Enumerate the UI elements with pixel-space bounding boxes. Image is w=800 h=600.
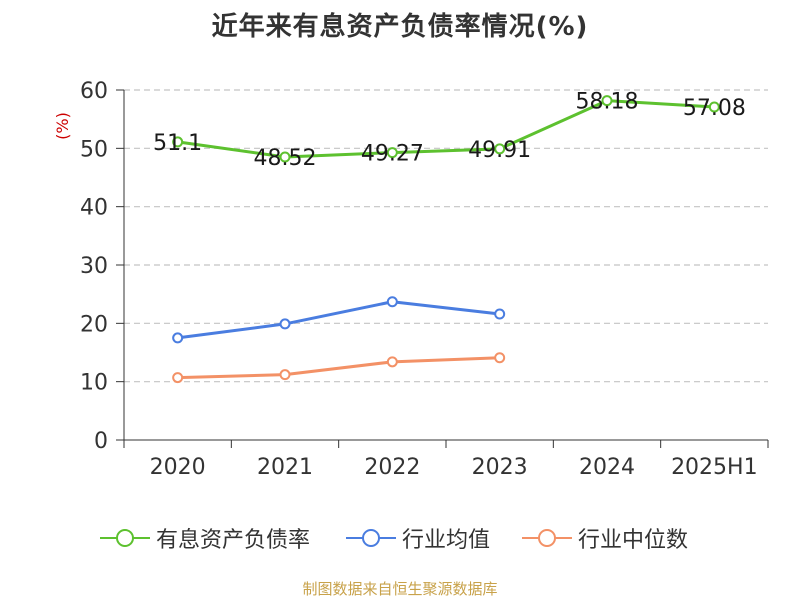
data-point [386, 296, 398, 308]
y-tick-label: 10 [80, 371, 108, 396]
data-label: 49.91 [468, 138, 531, 163]
x-tick-label: 2021 [257, 455, 313, 480]
data-labels: 51.1 48.52 49.27 49.91 58.18 57.08 [153, 90, 746, 171]
y-tick-label: 20 [80, 312, 108, 337]
tick-labels: 0 10 20 30 40 50 60 (%) 2020 2021 2022 2023 2024 2025… [53, 79, 758, 480]
data-point [494, 308, 506, 320]
legend-item-industry-mean[interactable]: 行业均值 [346, 522, 490, 554]
source-note: 制图数据来自恒生聚源数据库 [302, 580, 498, 598]
x-tick-label: 2024 [579, 455, 635, 480]
legend-item-debt-ratio[interactable]: 有息资产负债率 [100, 522, 310, 554]
legend-label: 行业均值 [402, 528, 491, 553]
data-label: 51.1 [153, 131, 202, 156]
series-line [177, 300, 500, 340]
legend-label: 行业中位数 [578, 528, 689, 553]
data-point [279, 369, 291, 381]
data-point [601, 95, 613, 107]
y-tick-label: 30 [80, 254, 108, 279]
data-point [386, 147, 398, 159]
data-label: 49.27 [361, 142, 424, 167]
series-line [177, 99, 715, 159]
data-point [494, 352, 506, 364]
chart-title: 近年来有息资产负债率情况(%) [211, 12, 589, 42]
data-point [279, 151, 291, 163]
series-lines [177, 99, 715, 380]
y-tick-label: 0 [94, 429, 108, 454]
legend-line-marker [100, 529, 150, 547]
x-tick-label: 2022 [364, 455, 420, 480]
series-line [177, 356, 500, 380]
y-axis-title: (%) [53, 112, 72, 140]
x-tick-label: 2020 [150, 455, 206, 480]
y-tick-label: 60 [80, 79, 108, 104]
data-label: 57.08 [683, 96, 746, 121]
data-label: 58.18 [576, 90, 639, 115]
data-point [172, 332, 184, 344]
y-tick-label: 40 [80, 196, 108, 221]
data-point [279, 318, 291, 330]
legend: 有息资产负债率 行业均值 行业中位数 [0, 522, 800, 554]
grid-lines [124, 89, 768, 383]
legend-line-marker [522, 529, 572, 547]
legend-item-industry-median[interactable]: 行业中位数 [522, 522, 688, 554]
data-point [494, 143, 506, 155]
legend-line-marker [346, 529, 396, 547]
y-tick-label: 50 [80, 137, 108, 162]
x-tick-label: 2023 [472, 455, 528, 480]
data-label: 48.52 [254, 146, 317, 171]
x-tick-label: 2025H1 [671, 455, 758, 480]
data-point [172, 372, 184, 384]
axes [116, 89, 769, 448]
series-points [172, 95, 720, 384]
data-point [708, 101, 720, 113]
data-point [172, 136, 184, 148]
legend-label: 有息资产负债率 [156, 528, 311, 553]
data-point [386, 356, 398, 368]
